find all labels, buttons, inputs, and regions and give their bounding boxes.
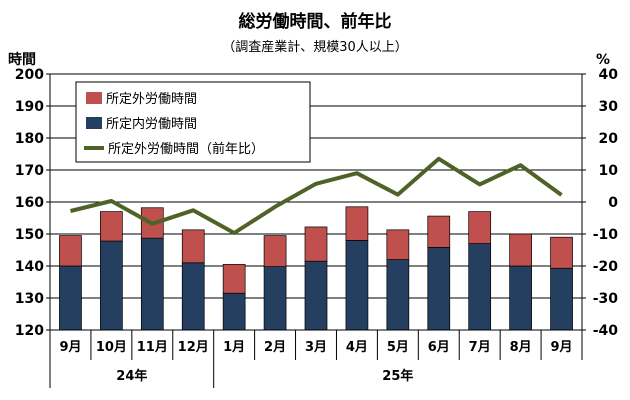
bar-overtime: [304, 226, 328, 262]
right-tick-label: 10: [599, 163, 619, 179]
legend: 所定外労働時間 所定内労働時間 所定外労働時間（前年比）: [75, 81, 311, 163]
tick-labels: 120 130 140 150 160 170 180 190 200 -40 -30 -20 -10 0…: [15, 67, 618, 339]
left-tick-label: 120: [15, 323, 44, 339]
bar-overtime: [181, 229, 205, 264]
category-label: 9月: [59, 340, 81, 355]
yoy-line: [70, 156, 563, 235]
bar-scheduled: [550, 267, 573, 331]
bar-overtime: [222, 264, 246, 294]
bars: [59, 206, 573, 331]
category-label: 10月: [96, 340, 127, 355]
bar-overtime: [59, 235, 82, 267]
year-label: 24年: [116, 368, 147, 384]
category-label: 3月: [305, 340, 327, 355]
category-label: 5月: [387, 340, 409, 355]
bar-scheduled: [100, 240, 123, 331]
bar-overtime: [386, 229, 410, 260]
bar-overtime: [550, 236, 573, 269]
yoy-line-series: [70, 156, 563, 235]
bar-scheduled: [345, 240, 369, 331]
category-label: 1月: [223, 340, 245, 355]
category-label: 6月: [428, 340, 450, 355]
right-tick-label: -40: [593, 323, 619, 339]
category-label: 2月: [264, 340, 286, 355]
bar-scheduled: [304, 260, 328, 331]
chart-title: 総労働時間、前年比: [239, 11, 392, 32]
bar-scheduled: [181, 262, 205, 331]
category-label: 9月: [551, 340, 573, 355]
bar-overtime: [100, 211, 123, 242]
right-tick-label: -20: [593, 259, 619, 275]
right-axis-unit: %: [596, 52, 610, 68]
bar-scheduled: [140, 237, 164, 331]
legend-label-scheduled: 所定内労働時間: [106, 116, 197, 132]
bar-scheduled: [468, 243, 492, 331]
left-tick-label: 170: [15, 163, 44, 179]
bar-scheduled: [386, 259, 410, 331]
year-label: 25年: [382, 368, 413, 384]
bar-overtime: [509, 233, 532, 267]
left-tick-label: 190: [15, 99, 44, 115]
right-tick-label: 30: [599, 99, 619, 115]
right-tick-label: 20: [599, 131, 619, 147]
left-tick-label: 160: [15, 195, 44, 211]
legend-label-yoy: 所定外労働時間（前年比）: [108, 141, 264, 157]
left-tick-label: 180: [15, 131, 44, 147]
left-tick-label: 150: [15, 227, 44, 243]
chart-subtitle: （調査産業計、規模30人以上）: [222, 39, 408, 55]
legend-box: [75, 81, 311, 163]
bar-overtime: [345, 206, 369, 241]
right-tick-label: 0: [608, 195, 618, 211]
bar-scheduled: [509, 265, 532, 331]
category-label: 4月: [346, 340, 368, 355]
left-axis-unit: 時間: [8, 51, 36, 68]
category-label: 11月: [137, 340, 168, 355]
category-label: 12月: [178, 340, 209, 355]
bar-scheduled: [59, 265, 82, 331]
legend-label-overtime: 所定外労働時間: [106, 92, 197, 107]
bar-scheduled: [222, 292, 246, 331]
bar-overtime: [427, 215, 451, 248]
right-tick-label: -30: [593, 291, 619, 307]
left-tick-label: 140: [15, 259, 44, 275]
left-tick-label: 130: [15, 291, 44, 307]
axes: [46, 73, 586, 331]
legend-swatch-overtime: [86, 92, 102, 104]
legend-swatch-scheduled: [86, 117, 102, 129]
category-label: 7月: [469, 340, 491, 355]
bar-scheduled: [263, 266, 287, 331]
right-tick-label: -10: [593, 227, 619, 243]
bar-overtime: [468, 211, 492, 244]
category-label: 8月: [510, 340, 532, 355]
left-tick-label: 200: [15, 67, 44, 83]
bar-scheduled: [427, 247, 451, 331]
right-tick-label: 40: [599, 67, 619, 83]
category-axis: 9月 10月 11月 12月 1月 2月 3月 4月 5月 6月 7月 8月 9月 24年 25年: [49, 330, 583, 388]
bar-overtime: [263, 235, 287, 267]
